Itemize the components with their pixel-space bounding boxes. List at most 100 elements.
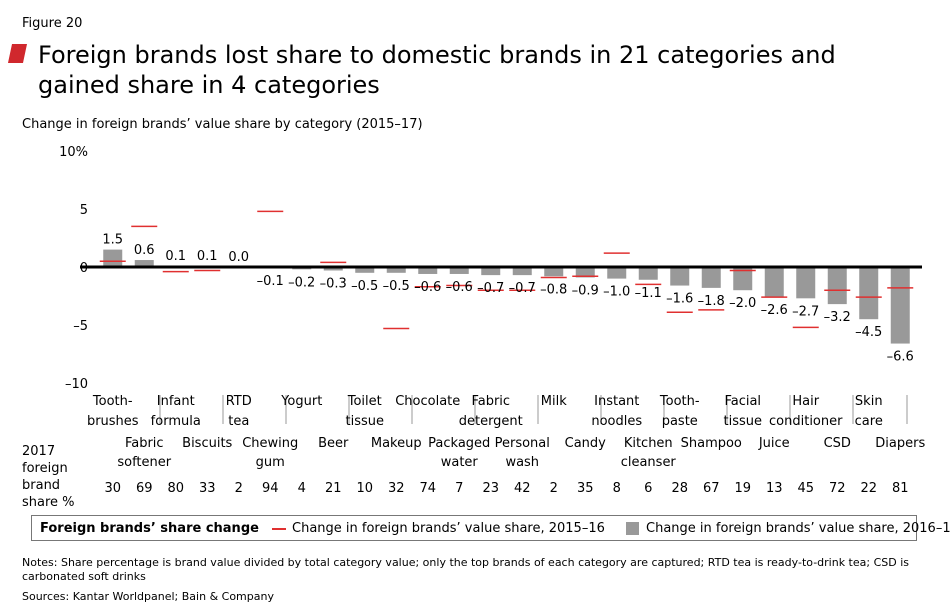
bar xyxy=(607,267,627,279)
data-label: –2.0 xyxy=(729,296,756,311)
category-label: Fabric xyxy=(471,394,510,409)
share-value: 72 xyxy=(829,481,846,496)
category-label: Shampoo xyxy=(681,436,742,451)
category-label: Tooth- xyxy=(659,394,700,409)
data-label: 1.5 xyxy=(102,233,123,248)
data-label: –0.6 xyxy=(414,280,441,295)
share-value: 2 xyxy=(235,481,243,496)
data-label: 0.0 xyxy=(228,250,249,265)
category-label: Kitchen xyxy=(624,436,673,451)
category-label: CSD xyxy=(824,436,851,451)
category-label: Tooth- xyxy=(92,394,133,409)
share-row-label: brand xyxy=(22,478,60,493)
category-label: Chewing xyxy=(242,436,298,451)
category-label: Instant xyxy=(594,394,639,409)
bar xyxy=(544,267,564,277)
bar xyxy=(827,267,847,305)
category-label: Packaged xyxy=(428,436,490,451)
y-tick-label: –10 xyxy=(65,377,88,392)
data-label: –0.7 xyxy=(509,281,536,296)
category-label: Personal xyxy=(495,436,550,451)
data-label: –1.6 xyxy=(666,292,693,307)
share-value: 81 xyxy=(892,481,909,496)
category-label: formula xyxy=(151,414,201,429)
category-label: Milk xyxy=(541,394,567,409)
category-label: Yogurt xyxy=(280,394,322,409)
data-label: –0.6 xyxy=(446,280,473,295)
bar xyxy=(701,267,721,288)
category-label: Juice xyxy=(758,436,790,451)
legend-bar-swatch xyxy=(626,522,639,535)
data-label: –4.5 xyxy=(855,325,882,340)
chart-title: Foreign brands lost share to domestic br… xyxy=(38,41,836,99)
bar xyxy=(733,267,753,291)
y-tick-label: 5 xyxy=(80,203,88,218)
category-label: Chocolate xyxy=(395,394,460,409)
data-label: –2.6 xyxy=(761,303,788,318)
bar xyxy=(796,267,816,299)
category-label: wash xyxy=(505,455,539,470)
bar xyxy=(481,267,501,276)
category-label: Makeup xyxy=(371,436,422,451)
data-label: –0.2 xyxy=(288,275,315,290)
data-label: –0.5 xyxy=(351,279,378,294)
data-label: 0.1 xyxy=(165,249,186,264)
bar xyxy=(355,267,375,273)
share-row-label: foreign xyxy=(22,461,68,476)
legend-title: Foreign brands’ share change xyxy=(40,521,259,536)
share-row-label: share % xyxy=(22,495,75,510)
data-label: –0.7 xyxy=(477,281,504,296)
data-label: –1.0 xyxy=(603,285,630,300)
data-label: 0.6 xyxy=(134,243,155,258)
bar xyxy=(764,267,784,298)
data-label: –2.7 xyxy=(792,304,819,319)
share-value: 23 xyxy=(482,481,499,496)
chart-subtitle: Change in foreign brands’ value share by… xyxy=(22,117,423,132)
y-tick-label: –5 xyxy=(73,319,88,334)
share-value: 4 xyxy=(298,481,306,496)
bar xyxy=(323,267,343,271)
category-label: Fabric xyxy=(125,436,164,451)
chart-sources: Sources: Kantar Worldpanel; Bain & Compa… xyxy=(22,590,274,603)
share-value: 42 xyxy=(514,481,531,496)
data-label: –0.9 xyxy=(572,283,599,298)
bar xyxy=(418,267,438,274)
share-value: 69 xyxy=(136,481,153,496)
share-value: 21 xyxy=(325,481,342,496)
category-label: Infant xyxy=(157,394,195,409)
category-label: Toilet xyxy=(347,394,382,409)
category-label: cleanser xyxy=(621,455,677,470)
share-value: 8 xyxy=(613,481,621,496)
share-value: 10 xyxy=(356,481,373,496)
share-value: 32 xyxy=(388,481,405,496)
category-label: Candy xyxy=(565,436,607,451)
bar xyxy=(103,249,123,267)
data-label: –0.5 xyxy=(383,279,410,294)
y-tick-label: 10% xyxy=(59,145,88,160)
bar xyxy=(512,267,532,276)
legend: Foreign brands’ share change Change in f… xyxy=(31,515,950,541)
category-label: water xyxy=(441,455,479,470)
category-label: care xyxy=(855,414,883,429)
share-value: 6 xyxy=(644,481,652,496)
bar xyxy=(859,267,879,320)
category-label: softener xyxy=(117,455,171,470)
share-row-label: 2017 xyxy=(22,444,55,459)
category-label: brushes xyxy=(87,414,139,429)
data-label: –3.2 xyxy=(824,310,851,325)
share-value: 13 xyxy=(766,481,783,496)
share-value: 35 xyxy=(577,481,594,496)
data-label: 0.1 xyxy=(197,249,218,264)
share-value: 28 xyxy=(671,481,688,496)
share-value: 80 xyxy=(167,481,184,496)
category-label: Skin xyxy=(855,394,883,409)
share-value: 7 xyxy=(455,481,463,496)
share-value: 67 xyxy=(703,481,720,496)
share-value: 22 xyxy=(860,481,877,496)
chart-notes: Notes: Share percentage is brand value d… xyxy=(22,556,909,583)
category-label: Facial xyxy=(724,394,761,409)
category-label: Diapers xyxy=(875,436,925,451)
category-label: conditioner xyxy=(769,414,843,429)
legend-line-swatch xyxy=(272,528,286,530)
